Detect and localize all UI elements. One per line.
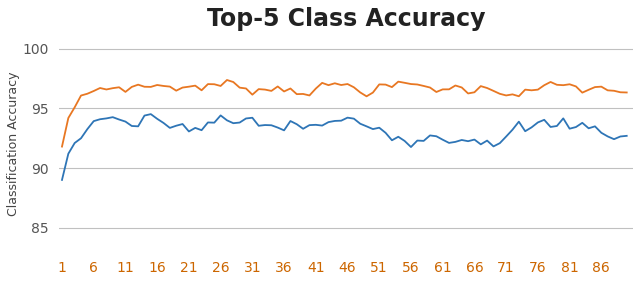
Y-axis label: Classification Accuracy: Classification Accuracy bbox=[7, 72, 20, 217]
Title: Top-5 Class Accuracy: Top-5 Class Accuracy bbox=[207, 7, 485, 31]
